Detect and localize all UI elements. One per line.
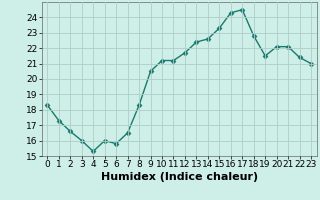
X-axis label: Humidex (Indice chaleur): Humidex (Indice chaleur): [100, 172, 258, 182]
